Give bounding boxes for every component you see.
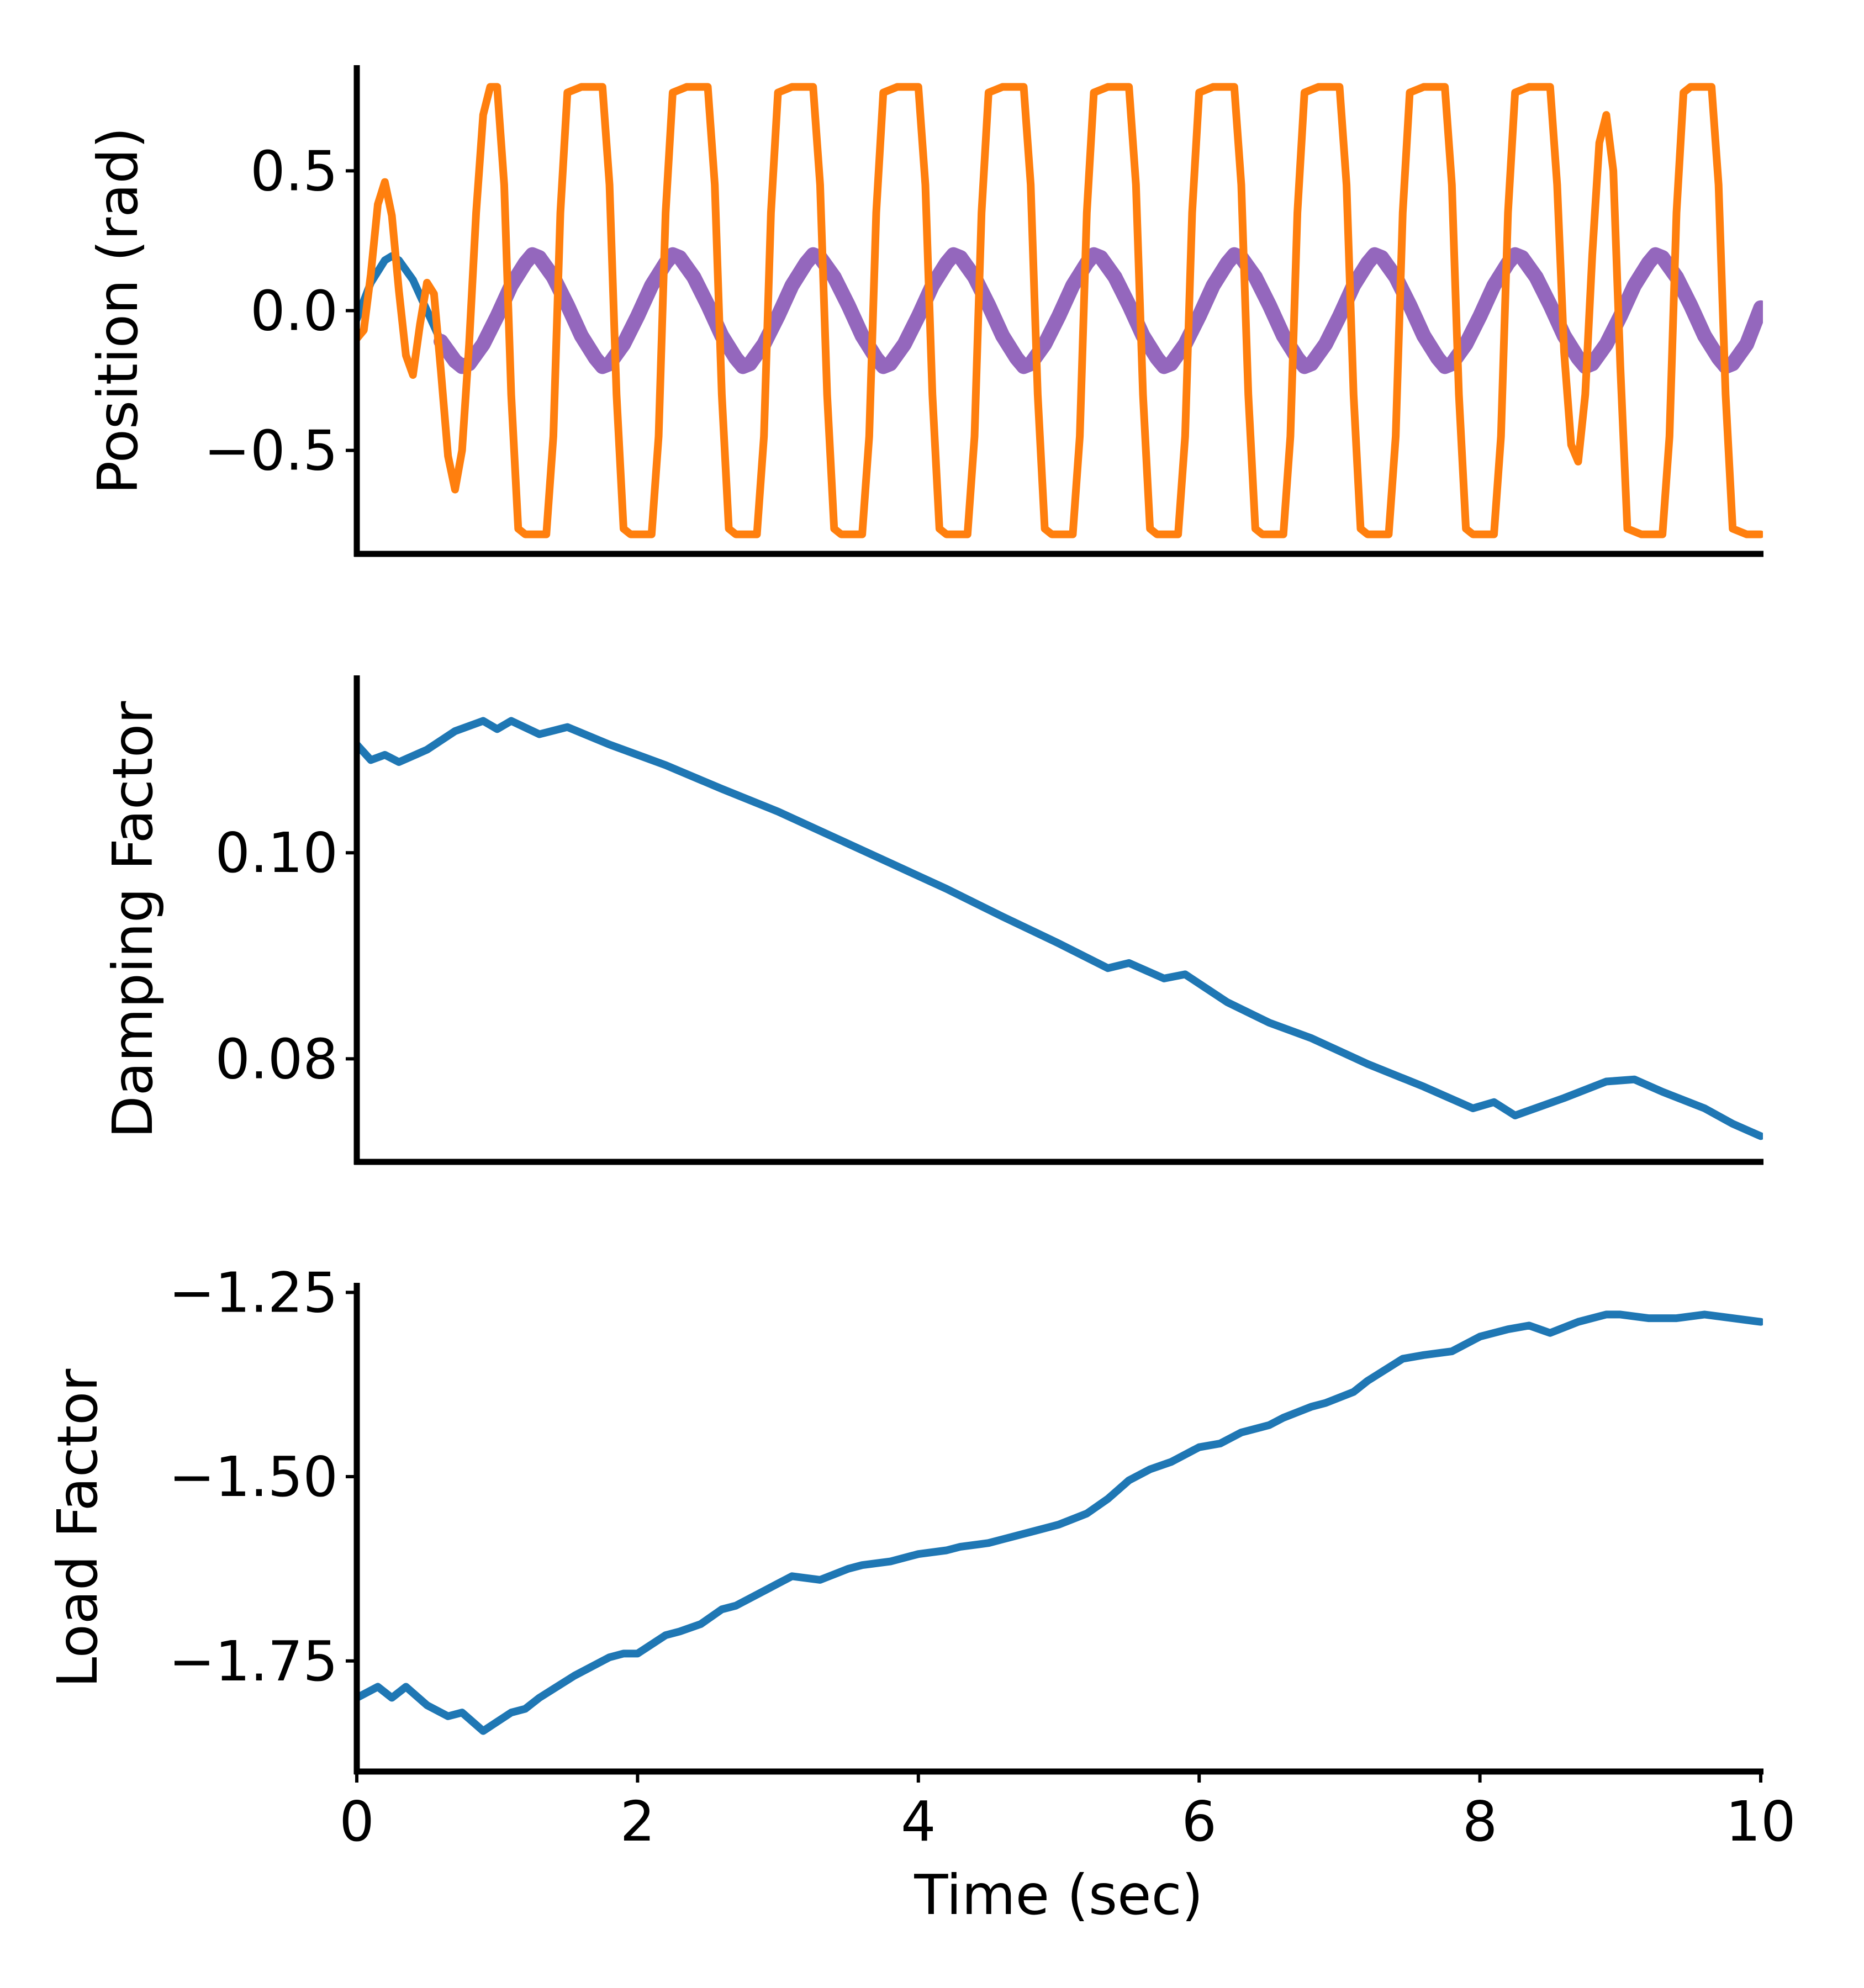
x-tick-label: 8 (1462, 1789, 1498, 1854)
y-tick-label: −0.5 (204, 419, 338, 483)
series-line-1 (357, 717, 1763, 1140)
subplot-1: 0.5 0.0 −0.5 Position (rad) (86, 65, 1763, 557)
x-tick-label: 10 (1725, 1789, 1796, 1854)
y-tick-label: 0.0 (250, 279, 338, 343)
y-tick-label: 0.08 (215, 1027, 338, 1091)
x-tick-label: 4 (901, 1789, 936, 1854)
x-axis-label: Time (sec) (913, 1863, 1203, 1927)
x-tick-label: 0 (339, 1789, 374, 1854)
subplots: 0.5 0.0 −0.5 Position (rad) 0.10 0.08 Damping … (45, 65, 1796, 1927)
series-group (357, 717, 1763, 1140)
series-line-3 (357, 83, 1763, 538)
y-axis-label: Position (rad) (86, 127, 150, 494)
y-tick-label: 0.10 (215, 821, 338, 885)
series-group (357, 83, 1763, 538)
y-tick-label: 0.5 (250, 139, 338, 203)
y-tick-label: −1.75 (169, 1629, 338, 1694)
series-line-1 (357, 1310, 1763, 1735)
x-tick-label: 2 (620, 1789, 656, 1854)
subplot-2: 0.10 0.08 Damping Factor (101, 675, 1763, 1165)
y-axis-label: Damping Factor (101, 701, 165, 1139)
y-axis-label: Load Factor (45, 1368, 110, 1688)
y-tick-label: −1.50 (169, 1445, 338, 1509)
x-tick-label: 6 (1181, 1789, 1217, 1854)
subplot-3: −1.25 −1.50 −1.75 0 2 4 6 8 10 Load Factor Time (s… (45, 1260, 1796, 1927)
series-group (357, 1310, 1763, 1735)
y-tick-label: −1.25 (169, 1260, 338, 1325)
